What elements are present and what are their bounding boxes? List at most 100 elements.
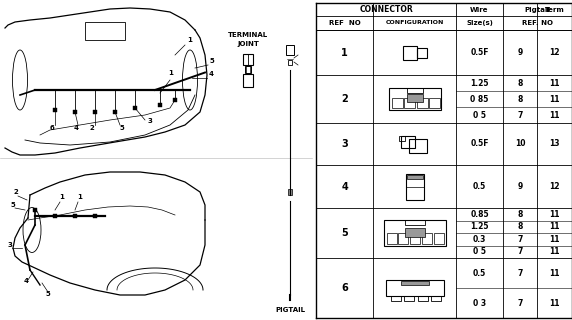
Bar [288, 189, 292, 195]
Text: 0.5: 0.5 [473, 182, 486, 191]
Bar [93, 110, 97, 114]
Bar [422, 233, 432, 244]
Text: 0 85: 0 85 [470, 94, 488, 103]
Text: 11: 11 [549, 110, 560, 119]
Text: JOINT: JOINT [237, 41, 259, 47]
Text: 5: 5 [46, 291, 51, 297]
Bar [73, 214, 77, 218]
Text: 11: 11 [549, 210, 560, 219]
Text: 12: 12 [549, 48, 560, 57]
Text: 0.3: 0.3 [473, 235, 486, 244]
Text: 7: 7 [517, 299, 523, 308]
Bar [404, 98, 415, 108]
Bar [93, 214, 97, 218]
Bar [408, 139, 427, 153]
Text: 4: 4 [24, 278, 29, 284]
Text: 10: 10 [515, 140, 525, 148]
Text: 0.5F: 0.5F [470, 48, 488, 57]
Text: 8: 8 [517, 222, 523, 231]
Bar [431, 296, 441, 301]
Bar [53, 214, 57, 218]
Text: 0.5F: 0.5F [470, 140, 488, 148]
Text: 11: 11 [549, 268, 560, 277]
Bar [113, 110, 117, 114]
Bar [133, 106, 137, 110]
Text: 1.25: 1.25 [470, 78, 488, 87]
Text: 1: 1 [187, 37, 192, 43]
Bar [85, 22, 125, 40]
Bar [416, 98, 427, 108]
Text: 5: 5 [210, 58, 214, 64]
Text: 7: 7 [517, 235, 523, 244]
Text: 11: 11 [549, 78, 560, 87]
Bar [398, 233, 408, 244]
Bar [387, 233, 396, 244]
Bar [400, 136, 415, 148]
Text: 1: 1 [59, 194, 64, 200]
Bar [407, 174, 423, 179]
Bar [173, 98, 177, 102]
Text: 0 5: 0 5 [473, 110, 486, 119]
Bar [53, 108, 57, 112]
Bar [403, 45, 418, 60]
Bar [410, 233, 420, 244]
Bar [404, 228, 424, 237]
Text: 6: 6 [341, 283, 348, 293]
Text: 12: 12 [549, 182, 560, 191]
Bar [386, 280, 443, 296]
Text: 0.85: 0.85 [470, 210, 489, 219]
Text: 5: 5 [11, 202, 16, 208]
Text: 11: 11 [549, 235, 560, 244]
Bar [404, 220, 424, 225]
Text: 0.5: 0.5 [473, 268, 486, 277]
Text: 8: 8 [517, 78, 523, 87]
Text: 1: 1 [77, 194, 82, 200]
Bar [288, 60, 292, 65]
Text: 4: 4 [341, 181, 348, 191]
Bar [158, 103, 162, 107]
Text: 6: 6 [50, 125, 55, 131]
Text: Term: Term [545, 7, 565, 13]
Text: 2: 2 [14, 189, 19, 195]
Bar [399, 136, 404, 141]
Text: 7: 7 [517, 247, 523, 256]
Text: CONNECTOR: CONNECTOR [359, 5, 413, 14]
Bar [243, 54, 253, 65]
Bar [429, 98, 440, 108]
Text: 8: 8 [517, 94, 523, 103]
Bar [407, 94, 423, 102]
Text: 0 5: 0 5 [473, 247, 486, 256]
Text: 9: 9 [518, 182, 523, 191]
Text: 8: 8 [517, 210, 523, 219]
Bar [418, 296, 427, 301]
Text: 5: 5 [120, 125, 125, 131]
Bar [243, 74, 253, 87]
Bar [73, 110, 77, 114]
Text: 0 3: 0 3 [473, 299, 486, 308]
Bar [434, 233, 444, 244]
Text: 1.25: 1.25 [470, 222, 488, 231]
Text: 9: 9 [518, 48, 523, 57]
Text: 2: 2 [90, 125, 95, 131]
Bar [407, 88, 423, 93]
Text: 3: 3 [8, 242, 13, 248]
Text: REF  NO: REF NO [329, 20, 360, 26]
Text: 1: 1 [168, 70, 173, 76]
Text: 7: 7 [517, 110, 523, 119]
Text: 1: 1 [341, 47, 348, 58]
Bar [383, 220, 446, 246]
Text: Size(s): Size(s) [466, 20, 493, 26]
Bar [286, 45, 294, 55]
Text: 3: 3 [148, 118, 153, 124]
Bar [400, 281, 428, 285]
Bar [245, 66, 251, 73]
Text: 11: 11 [549, 222, 560, 231]
Text: Pigtail: Pigtail [525, 7, 550, 13]
Text: 4: 4 [74, 125, 79, 131]
Text: 11: 11 [549, 94, 560, 103]
Text: TERMINAL: TERMINAL [228, 32, 268, 38]
Text: Wire: Wire [470, 7, 488, 13]
Bar [406, 173, 423, 199]
Text: 4: 4 [209, 71, 214, 77]
Text: 11: 11 [549, 299, 560, 308]
